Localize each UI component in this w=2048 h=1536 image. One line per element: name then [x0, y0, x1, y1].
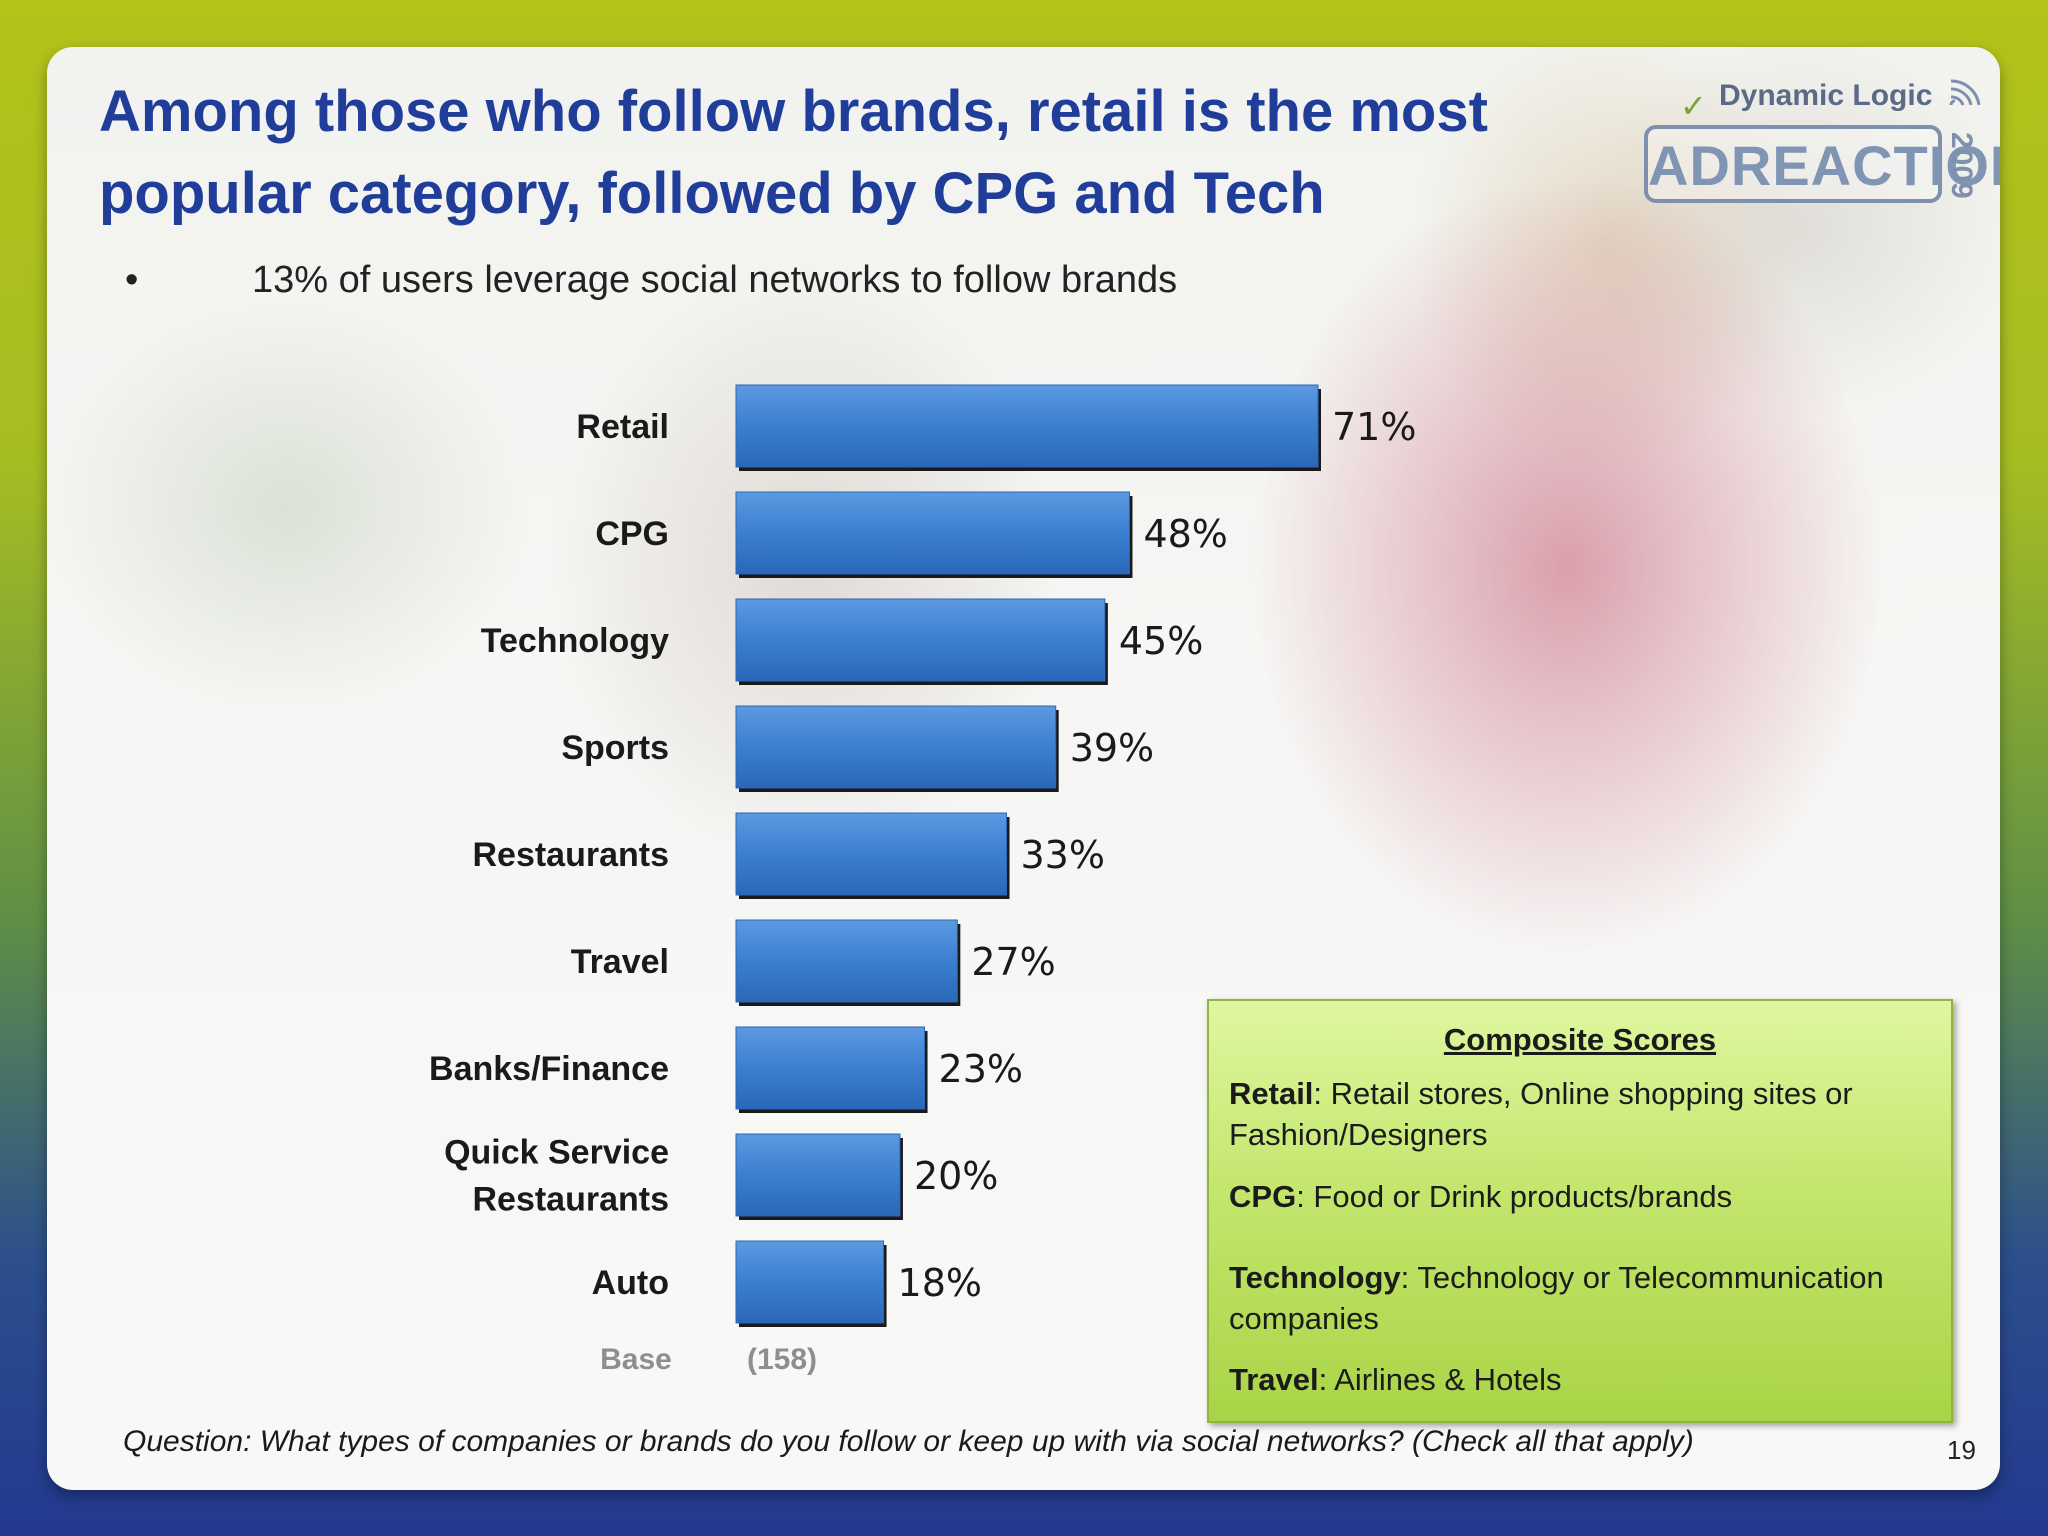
- composite-term: Retail: [1229, 1076, 1314, 1111]
- composite-term: Technology: [1229, 1260, 1401, 1295]
- base-value: (158): [747, 1343, 818, 1376]
- bar-retail: [735, 384, 1319, 468]
- logo-year: 2009: [1945, 132, 1978, 199]
- signal-waves-icon: [1949, 79, 1981, 106]
- category-label: Technology: [481, 622, 669, 660]
- category-label: Banks/Finance: [429, 1050, 669, 1088]
- bar-value-label: 39%: [1070, 726, 1154, 770]
- composite-item-retail: Retail: Retail stores, Online shopping s…: [1229, 1073, 1929, 1155]
- bar-technology: [735, 598, 1106, 682]
- dynamic-logic-adreaction-logo: ✓ Dynamic Logic ADREACTION 2009: [1642, 67, 2000, 237]
- bar-value-label: 71%: [1332, 405, 1416, 449]
- category-label: Travel: [571, 943, 669, 981]
- composite-scores-box: Composite Scores Retail: Retail stores, …: [1207, 999, 1953, 1423]
- composite-definition: : Technology or Telecommunication compan…: [1229, 1260, 1884, 1336]
- bar-value-label: 27%: [971, 940, 1055, 984]
- bar-value-label: 33%: [1021, 833, 1105, 877]
- bar-value-label: 45%: [1119, 619, 1203, 663]
- bullet-text: 13% of users leverage social networks to…: [252, 259, 1178, 301]
- bar-chart: 71% Retail 48% CPG 45% Technology 39% Sports 33%…: [429, 384, 1416, 1327]
- composite-heading: Composite Scores: [1443, 1022, 1717, 1057]
- category-label: Auto: [592, 1264, 669, 1302]
- bar-quick-service-restaurants: [735, 1133, 901, 1217]
- composite-definition: : Food or Drink products/brands: [1296, 1179, 1733, 1214]
- bar-value-label: 23%: [939, 1047, 1023, 1091]
- composite-item-cpg: CPG: Food or Drink products/brands: [1229, 1176, 1929, 1217]
- base-label: Base: [600, 1343, 672, 1376]
- category-label: Restaurants: [472, 836, 669, 874]
- page-number: 19: [1947, 1435, 1976, 1465]
- bar-value-label: 20%: [914, 1154, 998, 1198]
- category-label: Retail: [576, 408, 669, 446]
- slide-panel: Among those who follow brands, retail is…: [47, 47, 2000, 1490]
- composite-item-technology: Technology: Technology or Telecommunicat…: [1229, 1257, 1929, 1339]
- bar-banks-finance: [735, 1026, 926, 1110]
- checkmark-icon: ✓: [1680, 88, 1707, 124]
- bar-sports: [735, 705, 1057, 789]
- composite-term: Travel: [1229, 1362, 1319, 1397]
- bullet-dot-icon: •: [125, 259, 139, 301]
- composite-definition: : Airlines & Hotels: [1318, 1362, 1562, 1397]
- category-label: Sports: [561, 729, 669, 767]
- adreaction-badge: ADREACTION: [1644, 125, 2000, 203]
- question-footnote: Question: What types of companies or bra…: [123, 1425, 1694, 1458]
- logo-brand-text: Dynamic Logic: [1719, 79, 1933, 112]
- category-label: Quick Service: [444, 1134, 669, 1172]
- category-label: Restaurants: [472, 1181, 669, 1219]
- bar-cpg: [735, 491, 1130, 575]
- slide-title: Among those who follow brands, retail is…: [99, 79, 1488, 226]
- composite-definition: : Retail stores, Online shopping sites o…: [1229, 1076, 1853, 1152]
- bar-auto: [735, 1240, 885, 1324]
- bar-restaurants: [735, 812, 1008, 896]
- bar-value-label: 18%: [898, 1261, 982, 1305]
- bar-travel: [735, 919, 958, 1003]
- composite-item-travel: Travel: Airlines & Hotels: [1229, 1359, 1929, 1400]
- category-label: CPG: [595, 515, 669, 553]
- bar-value-label: 48%: [1143, 512, 1227, 556]
- composite-term: CPG: [1229, 1179, 1297, 1214]
